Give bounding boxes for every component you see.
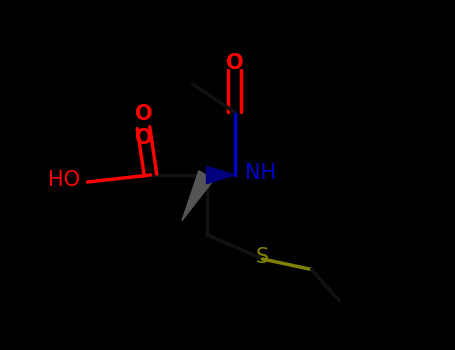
Text: O: O xyxy=(135,128,152,148)
Text: O: O xyxy=(135,104,152,124)
Text: O: O xyxy=(226,53,243,73)
Text: HO: HO xyxy=(49,170,81,190)
Polygon shape xyxy=(207,166,234,184)
Polygon shape xyxy=(182,171,214,220)
Text: NH: NH xyxy=(245,163,276,183)
Text: S: S xyxy=(256,247,269,267)
